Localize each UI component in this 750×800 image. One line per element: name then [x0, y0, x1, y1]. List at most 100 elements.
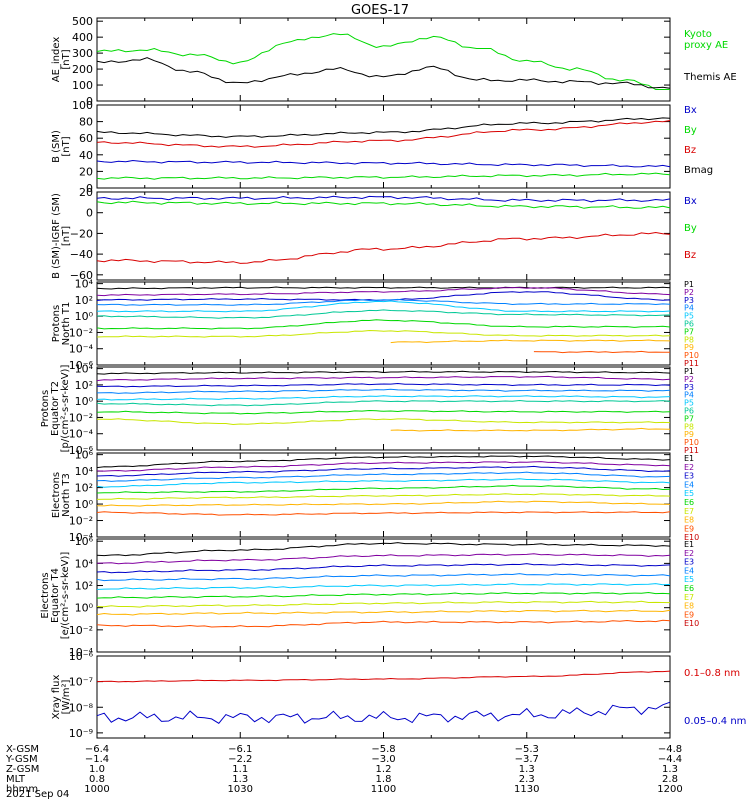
series-line [96, 619, 671, 628]
legend-label: P3 [684, 296, 694, 305]
legend-label: 0.05–0.4 nm [684, 716, 746, 727]
y-tick-label: 400 [72, 31, 93, 44]
footer-value: 1030 [228, 784, 253, 795]
series-line [96, 172, 671, 180]
footer-value: −4.4 [658, 754, 682, 765]
series-line [96, 500, 671, 507]
y-axis-label: [p/(cm²-s-sr-keV)] [60, 365, 71, 453]
legend-label: E1 [684, 540, 694, 549]
series-line [96, 478, 671, 488]
y-axis-label: North T3 [61, 473, 72, 517]
y-tick-label: 10⁻⁶ [69, 650, 94, 663]
series-line [96, 461, 671, 472]
legend-label: P6 [684, 320, 694, 329]
y-tick-label: 10⁴ [75, 363, 94, 376]
series-line [96, 200, 671, 209]
y-tick-label: 0 [86, 95, 93, 108]
legend-label: P1 [684, 367, 694, 376]
footer-value: 1200 [657, 784, 682, 795]
series-line [96, 159, 671, 168]
y-tick-label: 10⁰ [75, 602, 94, 615]
series-line [96, 298, 671, 306]
plot-title: GOES-17 [351, 3, 409, 18]
y-tick-label: 60 [79, 132, 93, 145]
footer-row-label: Y-GSM [5, 754, 38, 765]
series-line [96, 701, 671, 724]
y-tick-label: 10² [75, 379, 93, 392]
y-axis-label: Electrons [40, 572, 51, 618]
legend-label: E10 [684, 533, 699, 542]
y-tick-label: 10⁻⁷ [69, 676, 93, 689]
footer-value: 0.8 [89, 774, 105, 785]
footer-value: −5.3 [515, 744, 539, 755]
legend-label: P9 [684, 343, 694, 352]
y-tick-label: 10⁰ [75, 395, 94, 408]
series-line [96, 120, 671, 148]
series-line [96, 542, 671, 557]
series-line [96, 375, 671, 382]
series-line [96, 573, 671, 582]
legend-label: Bx [684, 196, 697, 207]
legend-label: Themis AE [683, 72, 737, 83]
y-tick-label: 10⁻⁶ [69, 359, 94, 372]
series-line [96, 609, 671, 616]
y-tick-label: 10⁻² [69, 326, 93, 339]
footer-date: 2021 Sep 04 [6, 789, 69, 800]
series-line [96, 563, 671, 574]
legend-label: P1 [684, 280, 694, 289]
y-axis-label: Xray flux [51, 675, 62, 720]
y-tick-label: 10² [75, 580, 93, 593]
series-line [96, 465, 671, 477]
series-line [96, 319, 671, 330]
footer-value: −2.2 [228, 754, 252, 765]
y-axis-label: [nT] [61, 136, 72, 156]
y-axis-label: AE_index [51, 37, 62, 83]
legend-label: By [684, 125, 697, 136]
y-tick-label: 10⁰ [75, 310, 94, 323]
legend-label: P9 [684, 430, 694, 439]
y-tick-label: 10⁻⁸ [69, 701, 94, 714]
legend-label: P10 [684, 438, 699, 447]
legend-label: P6 [684, 407, 694, 416]
y-tick-label: 10⁻⁶ [69, 444, 94, 457]
series-line [96, 57, 671, 89]
series-line [96, 309, 671, 319]
footer-value: −3.0 [371, 754, 395, 765]
y-axis-label: Electrons [51, 472, 62, 518]
panel-frame [96, 17, 671, 102]
legend-label: E6 [684, 498, 694, 507]
footer-value: 1.0 [89, 764, 105, 775]
legend-label: P2 [684, 288, 694, 297]
y-axis-label: [nT] [61, 49, 72, 69]
legend-label: E8 [684, 602, 694, 611]
series-line [96, 231, 671, 264]
series-line [390, 339, 671, 344]
footer-value: 1000 [84, 784, 109, 795]
footer-row-label: Z-GSM [6, 764, 39, 775]
y-axis-label: Equator T4 [50, 568, 61, 623]
legend-label: P10 [684, 351, 699, 360]
legend-label: E4 [684, 566, 694, 575]
legend-label: E7 [684, 593, 694, 602]
y-tick-label: 300 [72, 47, 93, 60]
footer-value: 1130 [514, 784, 539, 795]
y-tick-label: 10⁻² [69, 624, 93, 637]
y-tick-label: 0 [86, 207, 93, 220]
footer-value: −6.4 [85, 744, 109, 755]
y-tick-label: 10⁰ [75, 498, 94, 511]
y-tick-label: 10² [75, 482, 93, 495]
legend-label: E3 [684, 472, 694, 481]
series-line [96, 291, 671, 301]
panel-2: 100 80 60 40 20 0 B (SM) [nT] Bx By Bz Bmag [51, 99, 713, 195]
y-axis-label: Protons [40, 390, 51, 427]
y-tick-label: 10⁶ [75, 535, 94, 548]
legend-label: E6 [684, 584, 694, 593]
y-tick-label: 10⁻⁹ [69, 727, 93, 740]
legend-label: E7 [684, 507, 694, 516]
footer-row-label: hhmm [6, 784, 38, 795]
